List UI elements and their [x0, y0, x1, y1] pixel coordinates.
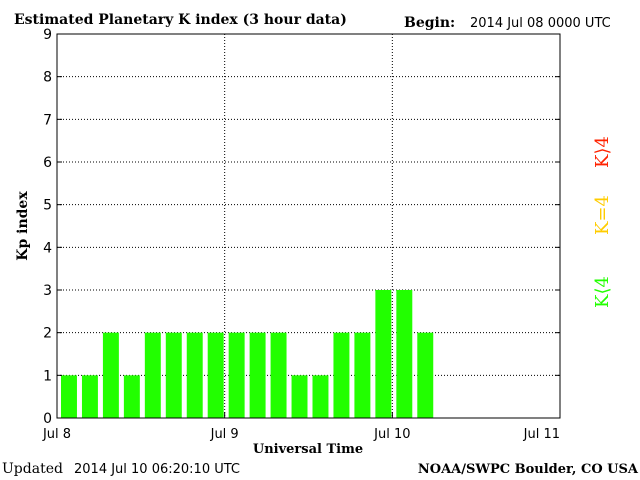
updated-value: 2014 Jul 10 06:20:10 UTC	[74, 462, 240, 477]
kp-bar	[144, 332, 161, 418]
y-tick-label: 3	[43, 283, 52, 299]
begin-value: 2014 Jul 08 0000 UTC	[470, 16, 611, 31]
grid-lines	[57, 33, 560, 418]
kp-bar	[123, 375, 140, 418]
x-tick-label: Jul 11	[523, 427, 560, 442]
x-axis-ticks: Jul 8 Jul 9 Jul 10 Jul 11	[42, 412, 561, 442]
kp-bar	[249, 332, 266, 418]
y-tick-label: 0	[43, 411, 52, 427]
y-tick-label: 7	[43, 112, 52, 128]
kp-bar	[333, 332, 350, 418]
begin-label: Begin:	[404, 15, 455, 31]
x-tick-label: Jul 9	[210, 427, 239, 442]
kp-bar	[228, 332, 245, 418]
kp-bar	[354, 332, 371, 418]
kp-bar	[61, 375, 77, 418]
updated-label: Updated	[2, 461, 63, 477]
kp-bar	[375, 290, 392, 418]
legend-k-less-4: K⟨4	[592, 276, 613, 308]
plot-frame	[56, 33, 561, 419]
y-tick-label: 1	[43, 368, 52, 384]
legend-k-greater-4: K⟩4	[592, 136, 613, 168]
x-tick-label: Jul 10	[373, 427, 410, 442]
x-tick-label: Jul 8	[42, 427, 71, 442]
kp-bar	[312, 375, 329, 418]
credit-text: NOAA/SWPC Boulder, CO USA	[418, 462, 639, 477]
kp-bar	[207, 332, 224, 418]
kp-bar	[165, 332, 182, 418]
kp-bar	[396, 290, 413, 418]
bar-series	[61, 290, 434, 418]
kp-bar	[270, 332, 287, 418]
y-tick-label: 5	[43, 198, 52, 214]
x-axis-label: Universal Time	[253, 442, 363, 457]
y-tick-label: 2	[43, 326, 52, 342]
kp-bar	[186, 332, 203, 418]
kp-bar	[291, 375, 308, 418]
kp-bar	[417, 332, 434, 418]
y-tick-label: 6	[43, 155, 52, 171]
y-axis-label: Kp index	[15, 191, 31, 261]
kp-bar	[81, 375, 98, 418]
y-axis-ticks: 0 1 2 3 4 5 6 7 8 9	[43, 27, 560, 427]
chart-title: Estimated Planetary K index (3 hour data…	[14, 12, 347, 28]
y-tick-label: 9	[43, 27, 52, 43]
legend-k-equal-4: K=4	[592, 195, 613, 235]
y-tick-label: 8	[43, 70, 52, 86]
kp-bar	[102, 332, 119, 418]
y-tick-label: 4	[43, 240, 52, 256]
